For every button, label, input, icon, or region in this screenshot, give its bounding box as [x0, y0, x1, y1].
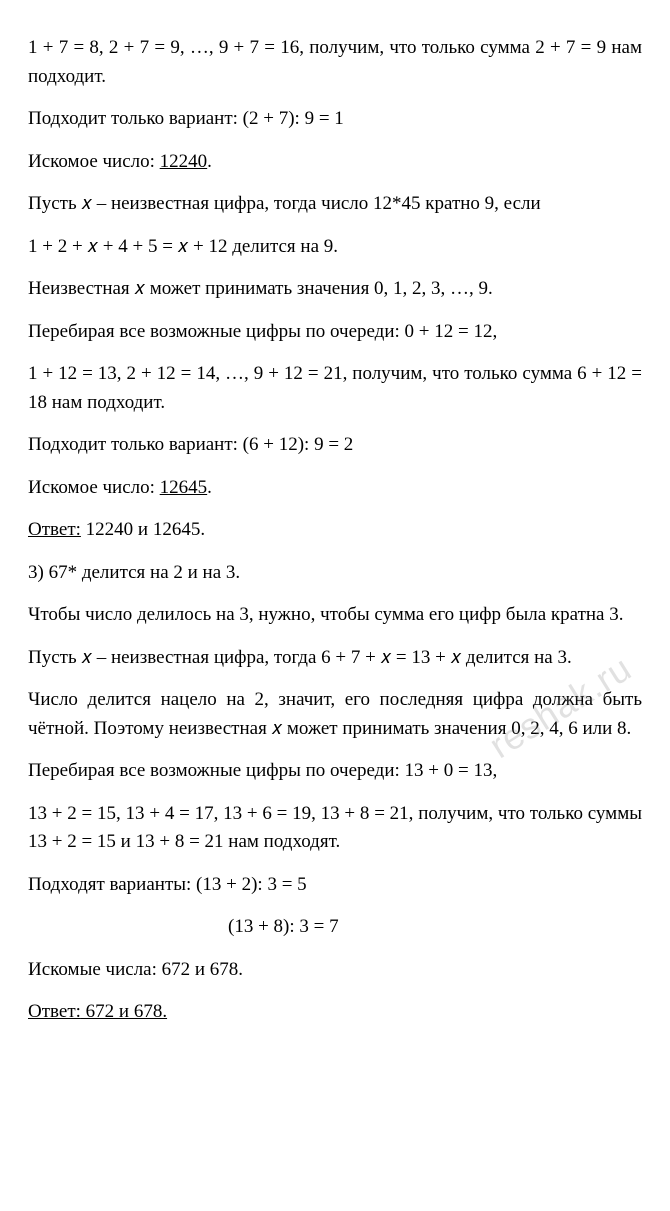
line-19: Искомые числа: 672 и 678.	[28, 956, 642, 985]
line-10-number: 12645	[160, 477, 208, 498]
line-2: Подходит только вариант: (2 + 7): 9 = 1	[28, 105, 642, 134]
line-5: 1 + 2 + 𝑥 + 4 + 5 = 𝑥 + 12 делится на 9.	[28, 233, 642, 262]
line-10: Искомое число: 12645.	[28, 474, 642, 503]
line-7: Перебирая все возможные цифры по очереди…	[28, 318, 642, 347]
line-16: Перебирая все возможные цифры по очереди…	[28, 757, 642, 786]
line-3-prefix: Искомое число:	[28, 151, 160, 172]
line-9: Подходит только вариант: (6 + 12): 9 = 2	[28, 431, 642, 460]
line-3-number: 12240	[160, 151, 208, 172]
answer-label-1: Ответ:	[28, 519, 81, 540]
line-14: Пусть 𝑥 – неизвестная цифра, тогда 6 + 7…	[28, 644, 642, 673]
line-8: 1 + 12 = 13, 2 + 12 = 14, …, 9 + 12 = 21…	[28, 360, 642, 417]
line-11: Ответ: 12240 и 12645.	[28, 516, 642, 545]
line-17: 13 + 2 = 15, 13 + 4 = 17, 13 + 6 = 19, 1…	[28, 800, 642, 857]
line-3-suffix: .	[207, 151, 212, 172]
answer-rest-2: 672 и 678.	[81, 1001, 167, 1022]
line-20: Ответ: 672 и 678.	[28, 998, 642, 1027]
line-18b: (13 + 8): 3 = 7	[28, 913, 642, 942]
line-15: Число делится нацело на 2, значит, его п…	[28, 686, 642, 743]
answer-rest-1: 12240 и 12645.	[81, 519, 205, 540]
answer-label-2: Ответ:	[28, 1001, 81, 1022]
line-1: 1 + 7 = 8, 2 + 7 = 9, …, 9 + 7 = 16, пол…	[28, 34, 642, 91]
line-3: Искомое число: 12240.	[28, 148, 642, 177]
line-12: 3) 67* делится на 2 и на 3.	[28, 559, 642, 588]
line-10-suffix: .	[207, 477, 212, 498]
line-10-prefix: Искомое число:	[28, 477, 160, 498]
line-18: Подходят варианты: (13 + 2): 3 = 5	[28, 871, 642, 900]
line-6: Неизвестная 𝑥 может принимать значения 0…	[28, 275, 642, 304]
line-13: Чтобы число делилось на 3, нужно, чтобы …	[28, 601, 642, 630]
line-4: Пусть 𝑥 – неизвестная цифра, тогда число…	[28, 190, 642, 219]
